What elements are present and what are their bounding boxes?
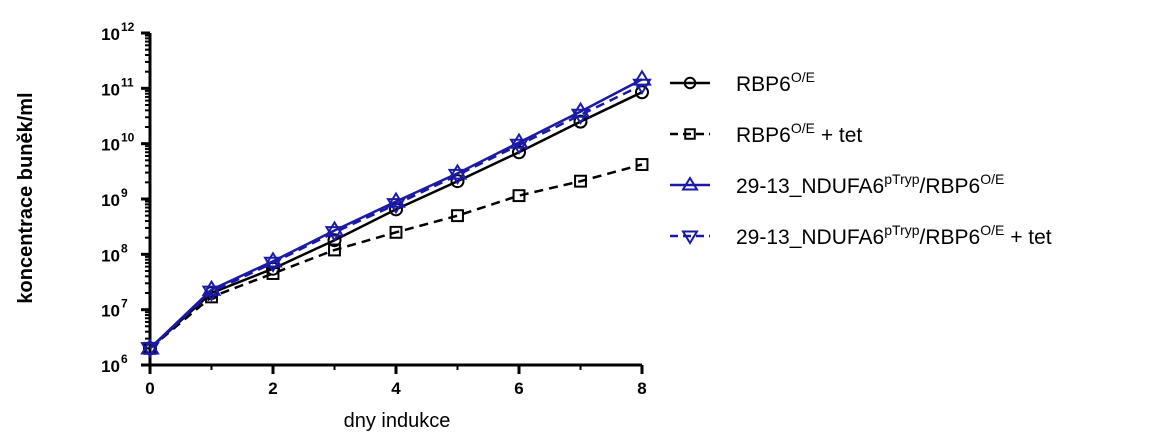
legend-label: 29-13_NDUFA6pTryp/RBP6O/E <box>736 171 1004 198</box>
legend-superscript: O/E <box>791 69 815 85</box>
triangle-down-marker <box>509 138 529 155</box>
square-marker <box>451 209 464 223</box>
x-tick-label: 6 <box>514 379 523 398</box>
y-tick-label: 10 <box>101 136 120 155</box>
x-tick-label: 8 <box>637 379 646 398</box>
triangle-down-marker <box>263 256 283 273</box>
circle-marker <box>573 114 588 129</box>
legend-label: 29-13_NDUFA6pTryp/RBP6O/E + tet <box>736 222 1052 249</box>
x-tick-label: 2 <box>268 379 277 398</box>
y-tick-exponent: 12 <box>121 20 135 34</box>
triangle-up-marker <box>681 176 699 191</box>
y-tick-label: 10 <box>101 302 120 321</box>
legend-superscript: pTryp <box>884 222 919 238</box>
square-marker <box>266 267 280 280</box>
triangle-down-marker <box>570 108 591 125</box>
legend-label: RBP6O/E <box>736 69 815 96</box>
square-marker <box>574 174 587 188</box>
y-tick-exponent: 6 <box>121 352 128 366</box>
y-tick-exponent: 11 <box>121 75 134 89</box>
square-marker <box>389 225 403 239</box>
legend-text-part: + tet <box>1004 226 1051 249</box>
legend-text-part: RBP6 <box>736 73 791 96</box>
y-tick-exponent: 7 <box>121 297 128 311</box>
triangle-down-marker <box>681 230 699 245</box>
circle-marker <box>327 233 342 248</box>
legend-item-3: 29-13_NDUFA6pTryp/RBP6O/E <box>670 171 1004 198</box>
legend-text-part: /RBP6 <box>920 226 981 249</box>
legend-superscript: O/E <box>980 171 1004 187</box>
legend-text-part: RBP6 <box>736 124 791 147</box>
series-1 <box>143 85 649 356</box>
series-line <box>149 83 643 350</box>
legend-text-part: + tet <box>815 124 862 147</box>
legend-item-1: RBP6O/E <box>670 69 815 96</box>
x-axis-label: dny indukce <box>344 410 451 432</box>
series-line <box>149 78 643 350</box>
y-tick-label: 10 <box>101 357 120 376</box>
y-tick-exponent: 10 <box>121 131 135 145</box>
y-tick-label: 10 <box>101 246 120 265</box>
triangle-up-marker <box>632 69 652 86</box>
y-tick-label: 10 <box>101 191 120 210</box>
triangle-down-marker <box>632 78 652 95</box>
triangle-up-marker <box>509 132 529 149</box>
plot-series <box>140 69 652 359</box>
y-tick-exponent: 8 <box>121 241 128 255</box>
legend-text-part: 29-13_NDUFA6 <box>736 175 884 198</box>
series-line <box>149 91 643 350</box>
circle-marker <box>450 174 465 189</box>
square-marker <box>635 158 649 171</box>
square-marker <box>684 128 696 140</box>
legend-item-2: RBP6O/E + tet <box>670 120 862 147</box>
x-tick-label: 0 <box>145 379 154 398</box>
y-axis-label: koncentrace buněk/ml <box>15 92 37 303</box>
legend-superscript: O/E <box>791 120 815 136</box>
legend-label: RBP6O/E + tet <box>736 120 862 147</box>
triangle-down-marker <box>140 342 160 359</box>
y-tick-exponent: 9 <box>121 186 128 200</box>
y-tick-label: 10 <box>101 25 120 44</box>
series-4 <box>140 78 652 359</box>
circle-marker <box>683 76 697 90</box>
legend-text-part: /RBP6 <box>920 175 981 198</box>
triangle-up-marker <box>201 279 222 296</box>
triangle-up-marker <box>324 220 345 237</box>
triangle-down-marker <box>201 285 222 302</box>
triangle-down-marker <box>324 226 345 243</box>
square-marker <box>512 189 526 203</box>
triangle-down-marker <box>447 168 468 186</box>
y-tick-label: 10 <box>101 80 120 99</box>
triangle-up-marker <box>140 338 160 355</box>
series-line <box>149 163 643 350</box>
legend-superscript: pTryp <box>884 171 919 187</box>
triangle-down-marker <box>386 198 406 215</box>
legend-text-part: 29-13_NDUFA6 <box>736 226 884 249</box>
square-marker <box>328 243 341 257</box>
x-tick-label: 4 <box>391 379 401 398</box>
legend-item-4: 29-13_NDUFA6pTryp/RBP6O/E + tet <box>670 222 1052 249</box>
legend-superscript: O/E <box>980 222 1004 238</box>
x-axis: 0 2 4 6 8 <box>145 363 647 398</box>
series-2 <box>143 158 649 355</box>
